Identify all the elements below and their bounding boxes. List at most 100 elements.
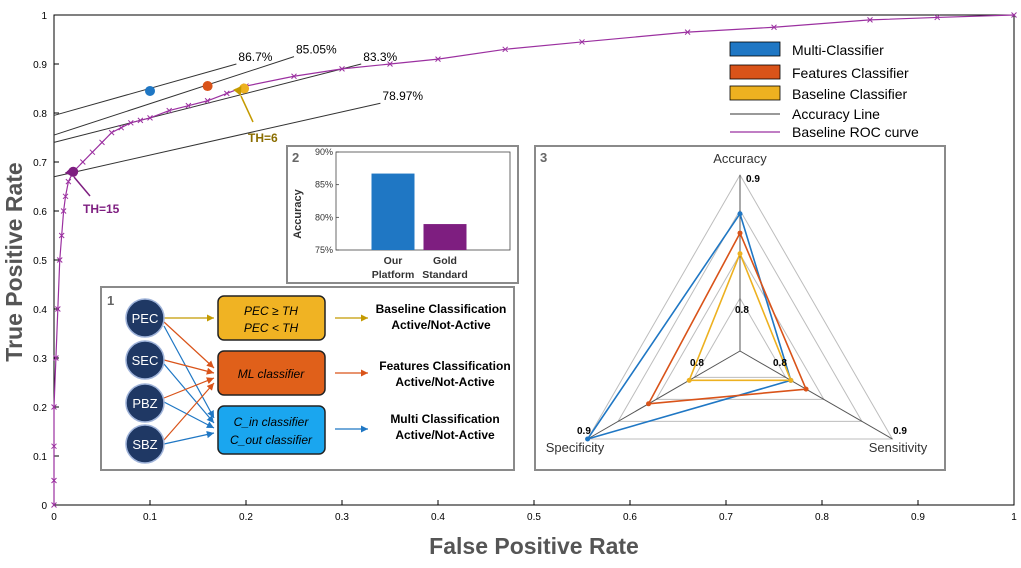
roc-curve-marker bbox=[1011, 12, 1017, 18]
roc-curve-marker bbox=[51, 404, 57, 410]
roc-curve-marker bbox=[147, 115, 153, 121]
roc-curve-marker bbox=[54, 306, 61, 312]
x-axis-label: False Positive Rate bbox=[429, 533, 639, 559]
radar-outer-label: 0.9 bbox=[577, 426, 591, 437]
legend-label-accuracy: Accuracy Line bbox=[792, 106, 880, 122]
radar-axis-label-specificity: Specificity bbox=[546, 440, 605, 455]
roc-curve-marker bbox=[185, 102, 192, 109]
panel-bar-chart: 2 75% 80% 85% 90% Our Platform Gold Standard A… bbox=[286, 145, 519, 284]
y-tick-label: 0 bbox=[41, 501, 47, 512]
input-node-label: PEC bbox=[132, 311, 159, 326]
classifier-point bbox=[202, 81, 213, 92]
roc-curve-marker bbox=[58, 232, 65, 239]
roc-curve-marker bbox=[387, 61, 393, 67]
roc-curve-marker bbox=[56, 257, 63, 263]
roc-curve-marker bbox=[291, 73, 297, 80]
result-title: Features Classification bbox=[379, 359, 510, 373]
accuracy-line-label: 86.7% bbox=[238, 50, 272, 64]
radar-inner-label: 0.8 bbox=[690, 358, 704, 369]
bar-y-tick-label: 85% bbox=[315, 180, 333, 190]
classifier-line: C_in classifier bbox=[234, 415, 310, 429]
result-title: Baseline Classification bbox=[376, 302, 507, 316]
roc-curve-marker bbox=[204, 97, 211, 104]
radar-series-point bbox=[788, 377, 794, 383]
y-tick-label: 0.8 bbox=[33, 109, 47, 120]
radar-series-polygon bbox=[688, 251, 792, 382]
x-tick-label: 0.8 bbox=[815, 512, 829, 523]
roc-curve-marker bbox=[108, 129, 115, 136]
radar-grid-ring bbox=[693, 297, 787, 378]
radar-grid-ring bbox=[655, 253, 825, 400]
roc-curve-marker bbox=[502, 46, 509, 53]
x-tick-label: 0.5 bbox=[527, 512, 541, 523]
panel1-number: 1 bbox=[107, 293, 114, 308]
roc-curve-marker bbox=[867, 17, 873, 23]
roc-curve-marker bbox=[53, 355, 59, 361]
classifier-box bbox=[217, 350, 326, 396]
bar-category-labels: Our Platform Gold Standard bbox=[372, 255, 468, 281]
bar-category-label: Standard bbox=[422, 269, 468, 281]
bar-y-tick-label: 90% bbox=[315, 147, 333, 157]
roc-curve-marker bbox=[51, 502, 57, 508]
input-node-pbz: PBZ bbox=[125, 383, 165, 423]
legend-swatch-multi bbox=[729, 41, 781, 57]
bar-plot-area bbox=[335, 151, 511, 251]
roc-curve-marker bbox=[684, 29, 691, 36]
result-subtitle: Active/Not-Active bbox=[395, 428, 495, 442]
bar-y-ticks: 75% 80% 85% 90% bbox=[315, 147, 339, 255]
bar-y-tick-label: 75% bbox=[315, 245, 333, 255]
y-tick-label: 0.2 bbox=[33, 403, 47, 414]
x-tick-label: 0.4 bbox=[431, 512, 445, 523]
x-tick-label: 0 bbox=[51, 512, 57, 523]
y-axis-label: True Positive Rate bbox=[1, 162, 27, 361]
bar bbox=[423, 224, 467, 250]
y-tick-label: 0.3 bbox=[33, 354, 47, 365]
accuracy-line-label: 78.97% bbox=[382, 89, 423, 103]
x-tick-label: 0.3 bbox=[335, 512, 349, 523]
bar-category-label: Gold bbox=[433, 255, 457, 267]
result-title: Multi Classification bbox=[390, 412, 499, 426]
classifier-line: C_out classifier bbox=[230, 433, 313, 447]
roc-curve-marker bbox=[79, 159, 86, 165]
result-subtitle: Active/Not-Active bbox=[395, 375, 495, 389]
x-tick-label: 0.9 bbox=[911, 512, 925, 523]
input-node-circle bbox=[125, 340, 165, 380]
y-tick-label: 0.1 bbox=[33, 452, 47, 463]
accuracy-line bbox=[53, 56, 295, 136]
accuracy-lines: 86.7% 85.05% 83.3% 78.97% bbox=[53, 43, 423, 178]
roc-curve-marker bbox=[771, 24, 777, 31]
roc-curve-marker bbox=[137, 117, 144, 124]
radar-outer-label: 0.9 bbox=[746, 174, 760, 185]
bar bbox=[371, 173, 415, 250]
panel-flow-diagram: 1 PEC SEC PBZ SBZ bbox=[100, 286, 515, 471]
y-axis-ticks: 0 0.1 0.2 0.3 0.4 0.5 0.6 0.7 0.8 0.9 1 bbox=[33, 11, 59, 512]
roc-curve-marker bbox=[118, 124, 125, 131]
input-node-circle bbox=[125, 424, 165, 464]
panel-radar-chart: 3 Accuracy Sensitivity Specificity 0.9 0… bbox=[534, 145, 946, 471]
radar-grid bbox=[586, 174, 894, 440]
x-tick-label: 0.6 bbox=[623, 512, 637, 523]
roc-curve-marker bbox=[166, 107, 173, 114]
accuracy-line-label: 83.3% bbox=[363, 50, 397, 64]
y-tick-label: 1 bbox=[41, 11, 47, 22]
input-node-label: PBZ bbox=[132, 396, 157, 411]
roc-curve-line bbox=[53, 14, 1015, 505]
radar-series-point bbox=[585, 436, 591, 442]
input-node-circle bbox=[125, 383, 165, 423]
classifier-line: ML classifier bbox=[238, 367, 305, 381]
radar-series-point bbox=[646, 401, 652, 407]
bar-category-label: Platform bbox=[372, 269, 415, 281]
radar-inner-label: 0.8 bbox=[773, 358, 787, 369]
radar-inner-label: 0.8 bbox=[735, 305, 749, 316]
radar-spoke bbox=[587, 350, 741, 440]
input-node-sec: SEC bbox=[125, 340, 165, 380]
roc-curve-marker bbox=[339, 66, 345, 72]
input-node-pec: PEC bbox=[125, 298, 165, 338]
radar-series-point bbox=[737, 230, 743, 236]
roc-curve-marker bbox=[99, 139, 105, 146]
bars bbox=[371, 173, 467, 250]
roc-curve-marker bbox=[223, 90, 230, 97]
classifier-box-multi: C_in classifier C_out classifier bbox=[217, 405, 326, 455]
bar-y-tick-label: 80% bbox=[315, 212, 333, 222]
y-tick-label: 0.6 bbox=[33, 207, 47, 218]
